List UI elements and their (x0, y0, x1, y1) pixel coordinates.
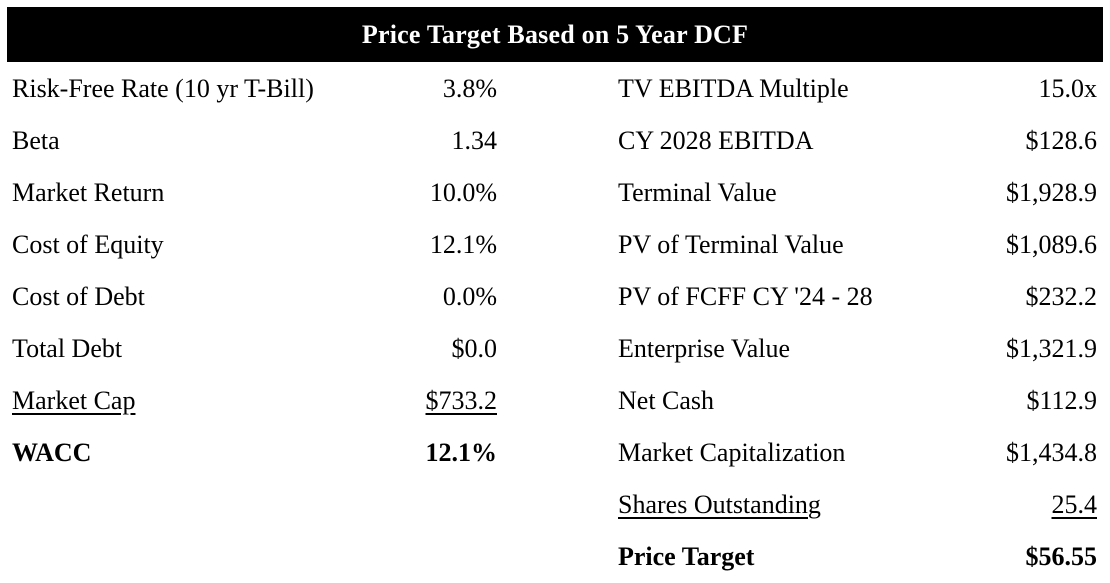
table-row: Shares Outstanding 25.4 (618, 479, 1097, 531)
row-value: $1,928.9 (1006, 178, 1097, 207)
table-row: Enterprise Value $1,321.9 (618, 323, 1097, 375)
row-value: $1,434.8 (1006, 438, 1097, 467)
row-value: $232.2 (1025, 282, 1098, 311)
table-row: Market Return 10.0% (12, 167, 497, 219)
table-row: Cost of Equity 12.1% (12, 219, 497, 271)
row-label: WACC (12, 438, 92, 467)
table-title-bar: Price Target Based on 5 Year DCF (7, 7, 1103, 62)
row-label: PV of Terminal Value (618, 230, 844, 259)
row-label: Net Cash (618, 386, 715, 415)
row-label: Terminal Value (618, 178, 777, 207)
row-value: $112.9 (1026, 386, 1097, 415)
row-label: Enterprise Value (618, 334, 791, 363)
row-value: 1.34 (451, 126, 498, 155)
row-label: Beta (12, 126, 60, 155)
table-row: Net Cash $112.9 (618, 375, 1097, 427)
row-label: Market Capitalization (618, 438, 846, 467)
row-label: PV of FCFF CY '24 - 28 (618, 282, 873, 311)
table-row: PV of Terminal Value $1,089.6 (618, 219, 1097, 271)
table-row: Beta 1.34 (12, 115, 497, 167)
table-row: Terminal Value $1,928.9 (618, 167, 1097, 219)
table-row: Market Cap $733.2 (12, 375, 497, 427)
table-row: Risk-Free Rate (10 yr T-Bill) 3.8% (12, 63, 497, 115)
table-title: Price Target Based on 5 Year DCF (361, 19, 749, 49)
row-value: $128.6 (1025, 126, 1098, 155)
row-value: 0.0% (442, 282, 497, 311)
row-value: $733.2 (425, 386, 498, 415)
row-label: Shares Outstanding (618, 490, 821, 519)
table-row: WACC 12.1% (12, 427, 497, 479)
row-label: Cost of Equity (12, 230, 164, 259)
row-label: Price Target (618, 542, 755, 571)
row-label: CY 2028 EBITDA (618, 126, 814, 155)
row-value: 12.1% (429, 230, 497, 259)
row-label: Market Return (12, 178, 165, 207)
row-label: Market Cap (12, 386, 136, 415)
table-row: Cost of Debt 0.0% (12, 271, 497, 323)
row-value: $1,321.9 (1006, 334, 1097, 363)
row-label: Risk-Free Rate (10 yr T-Bill) (12, 74, 314, 103)
valuation-column: TV EBITDA Multiple 15.0x CY 2028 EBITDA … (618, 63, 1097, 583)
table-body: Risk-Free Rate (10 yr T-Bill) 3.8% Beta … (7, 62, 1103, 583)
row-value: 12.1% (425, 438, 498, 467)
row-value: 15.0x (1038, 74, 1098, 103)
table-row: PV of FCFF CY '24 - 28 $232.2 (618, 271, 1097, 323)
row-value: 25.4 (1051, 490, 1098, 519)
row-label: Cost of Debt (12, 282, 145, 311)
row-label: TV EBITDA Multiple (618, 74, 849, 103)
row-value: 3.8% (442, 74, 497, 103)
wacc-assumptions-column: Risk-Free Rate (10 yr T-Bill) 3.8% Beta … (12, 63, 497, 583)
table-row: CY 2028 EBITDA $128.6 (618, 115, 1097, 167)
row-value: $0.0 (451, 334, 498, 363)
row-label: Total Debt (12, 334, 123, 363)
row-value: $1,089.6 (1006, 230, 1097, 259)
row-value: 10.0% (429, 178, 497, 207)
table-row: Price Target $56.55 (618, 531, 1097, 583)
table-row: Total Debt $0.0 (12, 323, 497, 375)
row-value: $56.55 (1025, 542, 1098, 571)
table-row: TV EBITDA Multiple 15.0x (618, 63, 1097, 115)
table-row: Market Capitalization $1,434.8 (618, 427, 1097, 479)
